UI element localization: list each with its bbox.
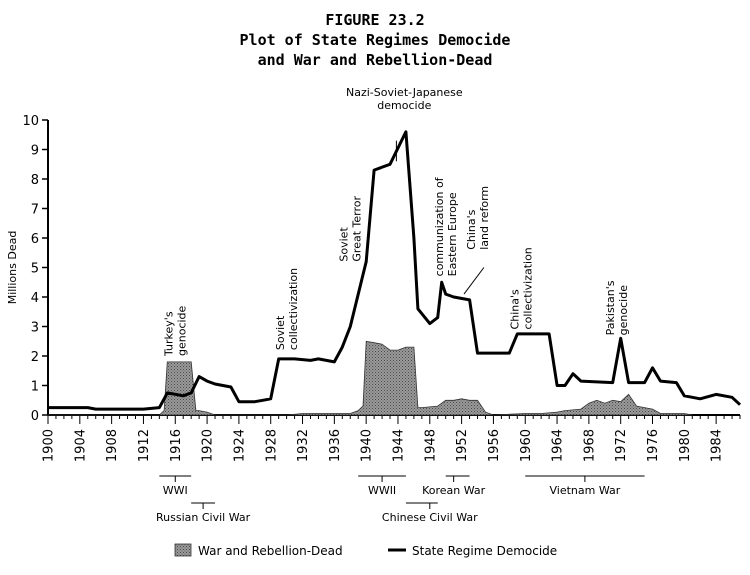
x-tick-label: 1972 xyxy=(614,429,629,462)
legend-item-democide: State Regime Democide xyxy=(388,544,557,558)
title-line-2: Plot of State Regimes Democide xyxy=(240,31,511,49)
legend-label: State Regime Democide xyxy=(412,544,557,558)
annotation-line: Pakistan's xyxy=(604,280,617,335)
x-tick-label: 1908 xyxy=(105,429,120,462)
x-tick-label: 1924 xyxy=(232,429,247,462)
series-line-democide xyxy=(48,130,742,411)
annotation-line: Great Terror xyxy=(351,196,364,262)
period-5: Korean War xyxy=(422,475,486,497)
x-tick-label: 1976 xyxy=(646,429,661,462)
y-tick-label: 2 xyxy=(31,350,39,365)
x-tick-label: 1984 xyxy=(710,429,725,462)
series-group xyxy=(48,130,742,416)
period-3: WWII xyxy=(358,475,406,497)
period-6: Vietnam War xyxy=(525,475,645,497)
legend-label: War and Rebellion-Dead xyxy=(198,544,343,558)
annotation-7: China'scollectivization xyxy=(509,247,535,329)
x-tick-label: 1944 xyxy=(392,429,407,462)
x-tick-label: 1912 xyxy=(137,429,152,462)
annotation-5: communization ofEastern Europe xyxy=(433,176,459,276)
x-tick-label: 1960 xyxy=(519,429,534,462)
period-4: Chinese Civil War xyxy=(382,502,478,524)
annotation-1: Turkey'sgenocide xyxy=(163,305,189,357)
annotation-line: Soviet xyxy=(274,315,287,350)
y-tick-label: 5 xyxy=(31,262,39,277)
x-tick-label: 1964 xyxy=(551,429,566,462)
annotation-line: genocide xyxy=(617,285,630,336)
annotation-line: democide xyxy=(377,99,431,112)
y-tick-label: 1 xyxy=(31,380,39,395)
x-tick-label: 1936 xyxy=(328,429,343,462)
annotation-text: China'scollectivization xyxy=(509,247,535,329)
x-tick-label: 1900 xyxy=(42,429,57,462)
x-tick-label: 1940 xyxy=(360,429,375,462)
x-tick-label: 1928 xyxy=(264,429,279,462)
annotation-text: Pakistan'sgenocide xyxy=(604,280,630,335)
y-tick-label: 10 xyxy=(22,114,39,129)
x-tick-label: 1980 xyxy=(678,429,693,462)
annotation-text: Nazi-Soviet-Japanese democide xyxy=(346,86,463,112)
annotation-line: Turkey's xyxy=(163,311,176,357)
period-1: WWI xyxy=(159,475,192,497)
period-2: Russian Civil War xyxy=(156,502,251,524)
annotations: Turkey'sgenocide SovietcollectivizationSo… xyxy=(163,86,630,357)
series-area-war-rebellion xyxy=(48,340,693,416)
annotation-line: collectivization xyxy=(522,247,535,329)
period-label: Chinese Civil War xyxy=(382,511,478,524)
annotation-line: Nazi-Soviet-Japanese xyxy=(346,86,463,99)
x-tick-label: 1948 xyxy=(423,429,438,462)
y-tick-label: 6 xyxy=(31,232,39,247)
annotation-line: communization of xyxy=(433,176,446,276)
y-tick-label: 3 xyxy=(31,321,39,336)
annotation-2: Sovietcollectivization xyxy=(274,268,300,350)
legend-swatch xyxy=(174,543,192,557)
period-label: Russian Civil War xyxy=(156,511,251,524)
annotation-line: Eastern Europe xyxy=(446,192,459,276)
period-label: WWI xyxy=(163,484,188,497)
x-tick-label: 1920 xyxy=(201,429,216,462)
x-tick-label: 1952 xyxy=(455,429,470,462)
y-tick-label: 4 xyxy=(31,291,39,306)
y-tick-label: 9 xyxy=(31,144,39,159)
title-line-3: and War and Rebellion-Dead xyxy=(258,51,493,69)
annotation-line: collectivization xyxy=(287,268,300,350)
y-tick-label: 7 xyxy=(31,203,39,218)
y-axis-label: Millions Dead xyxy=(6,231,19,305)
annotation-line: land reform xyxy=(478,186,491,250)
annotation-line: China's xyxy=(465,209,478,249)
period-label: Korean War xyxy=(422,484,486,497)
x-tick-label: 1956 xyxy=(487,429,502,462)
annotation-line: Soviet xyxy=(338,227,351,262)
annotation-4: Nazi-Soviet-Japanese democide xyxy=(346,86,463,162)
axes: 0 1 2 3 4 5 6 7 8 9 10 1900 1904 1908 1912 1916 1920 1924… xyxy=(6,114,741,462)
annotation-line: China's xyxy=(509,289,522,329)
period-brackets: WWI Russian Civil War WWII Chinese Civil Wa… xyxy=(156,475,645,524)
x-tick-label: 1916 xyxy=(169,429,184,462)
legend: War and Rebellion-Dead State Regime Democ… xyxy=(174,543,557,558)
x-tick-label: 1968 xyxy=(582,429,597,462)
period-label: WWII xyxy=(368,484,396,497)
annotation-text: Turkey'sgenocide xyxy=(163,305,189,357)
annotation-text: communization ofEastern Europe xyxy=(433,176,459,276)
annotation-6: China'sland reform xyxy=(463,186,491,295)
annotation-line: genocide xyxy=(176,305,189,356)
y-tick-label: 0 xyxy=(31,409,39,424)
annotation-8: Pakistan'sgenocide xyxy=(604,280,630,335)
annotation-leader xyxy=(463,267,485,295)
title-line-1: FIGURE 23.2 xyxy=(325,11,424,29)
annotation-text: SovietGreat Terror xyxy=(338,196,364,262)
chart-title: FIGURE 23.2 Plot of State Regimes Democid… xyxy=(240,11,511,69)
annotation-3: SovietGreat Terror xyxy=(338,196,364,262)
annotation-text: China'sland reform xyxy=(465,186,491,250)
period-label: Vietnam War xyxy=(550,484,621,497)
x-tick-label: 1904 xyxy=(73,429,88,462)
legend-item-war-rebellion: War and Rebellion-Dead xyxy=(174,543,343,558)
y-tick-label: 8 xyxy=(31,173,39,188)
annotation-text: Sovietcollectivization xyxy=(274,268,300,350)
x-tick-label: 1932 xyxy=(296,429,311,462)
